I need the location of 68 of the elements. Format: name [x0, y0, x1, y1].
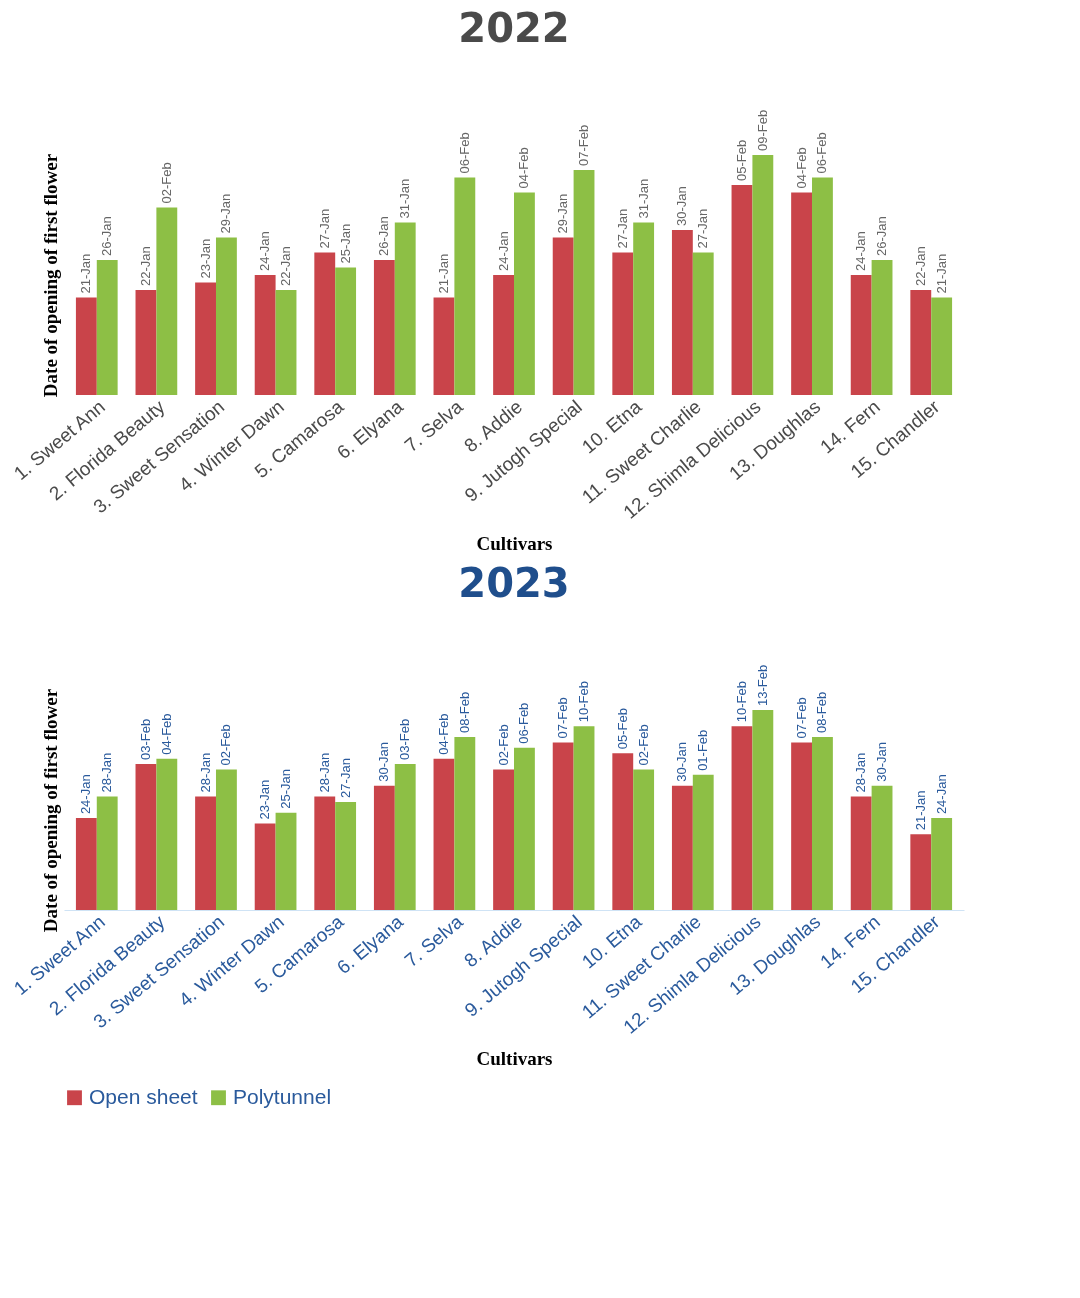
data-label: 27-Jan: [614, 208, 630, 249]
data-label: 10-Feb: [733, 681, 749, 723]
data-label: 02-Feb: [635, 724, 651, 766]
data-label: 07-Feb: [793, 697, 809, 739]
data-label: 04-Feb: [435, 713, 451, 755]
data-label: 13-Feb: [754, 664, 770, 706]
data-label: 30-Jan: [376, 741, 392, 782]
data-label: 08-Feb: [814, 691, 830, 734]
data-label: 04-Feb: [793, 147, 809, 189]
data-label: 21-Jan: [78, 253, 94, 294]
y-axis-title: Date of opening of first flower: [39, 688, 61, 933]
data-label: 28-Jan: [316, 752, 332, 793]
data-label: 02-Feb: [158, 162, 174, 204]
data-label: 04-Feb: [516, 147, 532, 189]
data-label: 21-Jan: [933, 253, 949, 294]
data-label: 31-Jan: [397, 178, 413, 219]
x-axis-title: Cultivars: [476, 1047, 553, 1069]
data-label: 23-Jan: [257, 779, 273, 820]
data-label: 07-Feb: [576, 124, 592, 166]
legend-label: Open sheet: [89, 1084, 198, 1108]
data-label: 31-Jan: [635, 178, 651, 219]
data-label: 26-Jan: [376, 216, 392, 256]
data-label: 05-Feb: [614, 708, 630, 750]
data-label: 25-Jan: [337, 223, 353, 264]
data-label: 30-Jan: [874, 741, 890, 782]
x-axis-title: Cultivars: [476, 532, 553, 554]
legend-label: Polytunnel: [233, 1084, 332, 1108]
data-label: 04-Feb: [158, 713, 174, 755]
data-label: 25-Jan: [278, 768, 294, 809]
data-label: 05-Feb: [733, 139, 749, 181]
data-label: 24-Jan: [853, 231, 869, 271]
data-label: 01-Feb: [695, 729, 711, 771]
data-label: 06-Feb: [516, 702, 532, 744]
data-label: 24-Jan: [933, 774, 949, 815]
data-label: 30-Jan: [674, 186, 690, 226]
data-label: 07-Feb: [555, 697, 571, 739]
data-label: 21-Jan: [912, 790, 928, 831]
data-label: 02-Feb: [218, 724, 234, 766]
data-label: 21-Jan: [435, 253, 451, 294]
chart-title: 2023: [458, 559, 570, 606]
data-label: 10-Feb: [576, 681, 592, 723]
data-label: 24-Jan: [495, 231, 511, 271]
data-label: 27-Jan: [337, 758, 353, 798]
data-label: 06-Feb: [814, 132, 830, 174]
data-label: 27-Jan: [695, 208, 711, 249]
data-label: 29-Jan: [218, 193, 234, 234]
data-label: 24-Jan: [78, 774, 94, 815]
data-label: 23-Jan: [197, 238, 213, 279]
data-label: 03-Feb: [137, 718, 153, 761]
data-label: 22-Jan: [137, 246, 153, 286]
data-label: 02-Feb: [495, 724, 511, 766]
data-label: 22-Jan: [278, 246, 294, 286]
data-label: 24-Jan: [257, 231, 273, 271]
data-label: 29-Jan: [555, 193, 571, 234]
data-label: 06-Feb: [456, 132, 472, 174]
data-label: 27-Jan: [316, 208, 332, 249]
data-label: 03-Feb: [397, 718, 413, 761]
y-axis-title: Date of opening of first flower: [39, 153, 61, 398]
data-label: 22-Jan: [912, 246, 928, 286]
data-label: 28-Jan: [197, 752, 213, 793]
data-label: 30-Jan: [674, 741, 690, 782]
data-label: 28-Jan: [853, 752, 869, 793]
data-label: 26-Jan: [874, 216, 890, 256]
data-label: 26-Jan: [99, 216, 115, 256]
chart-title: 2022: [458, 4, 570, 51]
data-label: 09-Feb: [754, 109, 770, 151]
data-label: 28-Jan: [99, 752, 115, 793]
data-label: 08-Feb: [456, 691, 472, 734]
